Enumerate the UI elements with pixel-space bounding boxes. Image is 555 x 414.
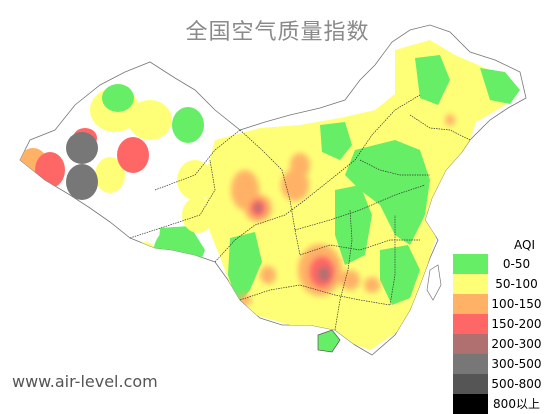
legend-item: 100-150: [453, 294, 545, 314]
aqi-dots-far-west: [20, 128, 149, 200]
legend-label: 200-300: [488, 334, 545, 354]
legend-item: 50-100: [453, 274, 545, 294]
legend-item: 500-800: [453, 374, 545, 394]
legend-item: 0-50: [453, 254, 545, 274]
legend-item: 300-500: [453, 354, 545, 374]
province-borders: [129, 94, 471, 331]
legend-label: 300-500: [488, 354, 545, 374]
legend-swatch: [453, 354, 488, 374]
legend-label: 100-150: [488, 294, 545, 314]
legend-swatch: [453, 314, 488, 334]
legend-label: 500-800: [488, 374, 545, 394]
legend-item: 150-200: [453, 314, 545, 334]
china-aqi-map: [19, 24, 527, 356]
legend-label: 0-50: [488, 254, 545, 274]
taiwan-island: [426, 264, 442, 301]
legend-swatch: [453, 294, 488, 314]
legend-label: 150-200: [488, 314, 545, 334]
page-title: 全国空气质量指数: [185, 20, 370, 45]
aqi-legend: AQI 0-50 50-100 100-150 150-200 200-300 300-5…: [453, 236, 545, 414]
legend-swatch: [453, 374, 488, 394]
legend-items: 0-50 50-100 100-150 150-200 200-300 300-500 50…: [453, 254, 545, 414]
legend-swatch: [453, 274, 488, 294]
legend-title: AQI: [514, 238, 535, 252]
legend-swatch: [453, 394, 488, 414]
legend-label: 800以上: [488, 394, 545, 414]
legend-swatch: [453, 254, 488, 274]
legend-label: 50-100: [488, 274, 545, 294]
legend-item: 200-300: [453, 334, 545, 354]
legend-item: 800以上: [453, 394, 545, 414]
watermark-text: www.air-level.com: [12, 372, 158, 391]
aqi-hotspots: [231, 114, 455, 306]
legend-swatch: [453, 334, 488, 354]
hainan-island: [317, 329, 341, 353]
